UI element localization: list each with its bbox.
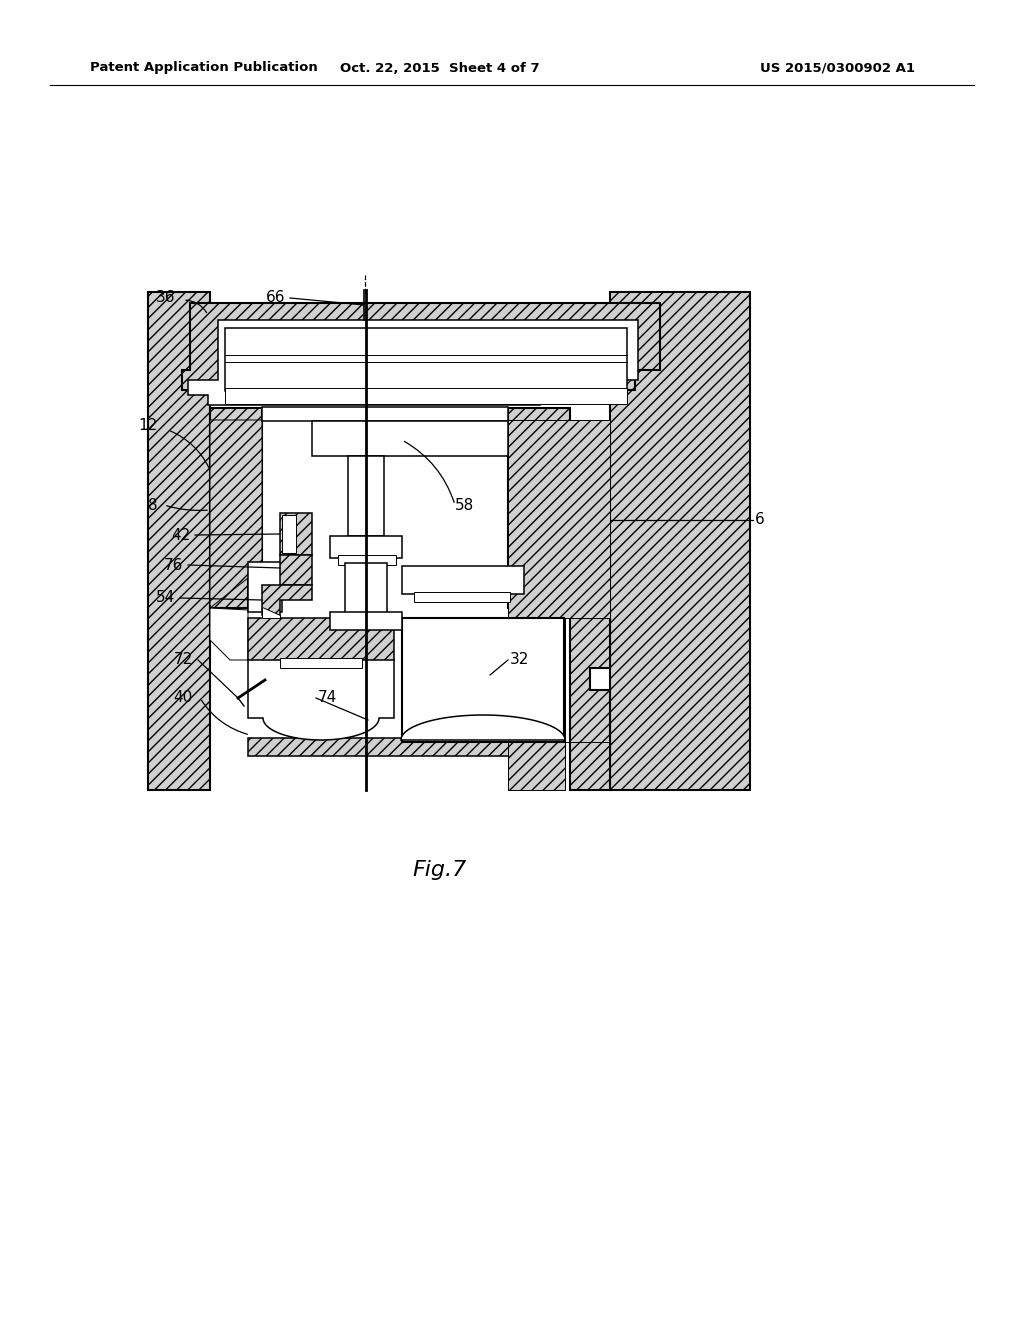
Text: 40: 40: [174, 690, 193, 705]
Polygon shape: [225, 327, 627, 391]
Polygon shape: [225, 388, 627, 404]
Polygon shape: [188, 319, 638, 405]
Text: US 2015/0300902 A1: US 2015/0300902 A1: [760, 62, 915, 74]
Polygon shape: [402, 566, 524, 594]
Text: Fig.7: Fig.7: [413, 861, 467, 880]
Polygon shape: [348, 455, 384, 536]
Text: 8: 8: [148, 498, 158, 512]
Polygon shape: [330, 612, 402, 630]
Polygon shape: [182, 304, 660, 403]
Text: Patent Application Publication: Patent Application Publication: [90, 62, 317, 74]
Polygon shape: [248, 738, 560, 756]
Polygon shape: [282, 515, 296, 553]
Polygon shape: [508, 420, 610, 789]
Polygon shape: [330, 536, 402, 558]
Polygon shape: [210, 605, 248, 660]
Polygon shape: [401, 715, 565, 741]
Polygon shape: [414, 591, 510, 602]
Polygon shape: [262, 607, 280, 618]
Polygon shape: [312, 421, 508, 455]
Text: 76: 76: [164, 557, 183, 573]
Polygon shape: [402, 618, 564, 742]
Polygon shape: [210, 420, 262, 609]
Polygon shape: [280, 513, 312, 554]
Polygon shape: [262, 407, 508, 421]
Text: 66: 66: [265, 290, 285, 305]
Text: Oct. 22, 2015  Sheet 4 of 7: Oct. 22, 2015 Sheet 4 of 7: [340, 62, 540, 74]
Text: 58: 58: [455, 498, 474, 512]
Polygon shape: [338, 554, 396, 565]
Text: 74: 74: [318, 690, 337, 705]
Polygon shape: [508, 408, 570, 609]
Text: 36: 36: [156, 290, 175, 305]
Polygon shape: [248, 618, 394, 718]
Polygon shape: [262, 585, 312, 615]
Polygon shape: [248, 562, 282, 612]
Polygon shape: [610, 292, 750, 789]
Text: 72: 72: [174, 652, 193, 668]
Polygon shape: [570, 618, 610, 789]
Polygon shape: [210, 408, 262, 609]
Polygon shape: [345, 564, 387, 615]
Text: 32: 32: [510, 652, 529, 668]
Text: 42: 42: [171, 528, 190, 543]
Polygon shape: [280, 657, 362, 668]
Text: 12: 12: [138, 417, 158, 433]
Text: 6: 6: [755, 512, 765, 528]
Polygon shape: [280, 554, 312, 585]
Polygon shape: [148, 292, 210, 789]
Polygon shape: [248, 660, 394, 741]
Text: 54: 54: [156, 590, 175, 606]
